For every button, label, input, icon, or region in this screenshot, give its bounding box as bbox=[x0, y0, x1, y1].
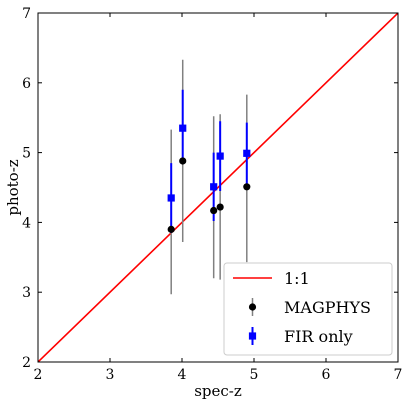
point-fir-only-3 bbox=[216, 152, 224, 160]
y-tick-label: 7 bbox=[22, 6, 31, 22]
plot-frame bbox=[37, 12, 399, 363]
legend: 1:1 MAGPHYS FIR only bbox=[223, 262, 393, 356]
y-tick-label: 5 bbox=[22, 146, 31, 162]
y-tick-label: 2 bbox=[22, 355, 31, 371]
legend-fir-only-marker bbox=[248, 332, 257, 340]
y-tick-label: 4 bbox=[22, 215, 31, 231]
x-tick-label: 2 bbox=[34, 367, 43, 383]
reference-line-1to1 bbox=[38, 13, 398, 362]
point-magphys-0 bbox=[167, 225, 175, 233]
x-tick-label: 4 bbox=[178, 367, 187, 383]
point-fir-only-0 bbox=[167, 194, 175, 202]
point-fir-only-2 bbox=[210, 183, 218, 191]
x-tick-label: 6 bbox=[322, 367, 331, 383]
point-magphys-4 bbox=[243, 183, 251, 191]
legend-magphys-marker bbox=[248, 303, 257, 311]
legend-entry-magphys: MAGPHYS bbox=[284, 298, 371, 317]
y-tick-label: 3 bbox=[22, 285, 31, 301]
legend-entry-ref-line: 1:1 bbox=[284, 269, 310, 288]
point-magphys-1 bbox=[179, 157, 187, 165]
axis-ticks: 2 3 4 5 6 7 2 3 4 5 6 7 bbox=[22, 6, 402, 383]
point-fir-only-4 bbox=[243, 149, 251, 157]
point-fir-only-1 bbox=[179, 124, 187, 132]
point-magphys-2 bbox=[210, 206, 218, 215]
y-tick-label: 6 bbox=[22, 76, 31, 92]
legend-box bbox=[223, 262, 393, 356]
y-axis-label: photo-z bbox=[4, 159, 22, 215]
x-axis-label: spec-z bbox=[194, 382, 242, 400]
x-tick-label: 5 bbox=[250, 367, 259, 383]
point-magphys-3 bbox=[216, 203, 224, 211]
legend-entry-fir-only: FIR only bbox=[284, 327, 353, 346]
plot-area bbox=[38, 13, 398, 362]
x-tick-label: 3 bbox=[106, 367, 115, 383]
x-tick-label: 7 bbox=[394, 367, 403, 383]
